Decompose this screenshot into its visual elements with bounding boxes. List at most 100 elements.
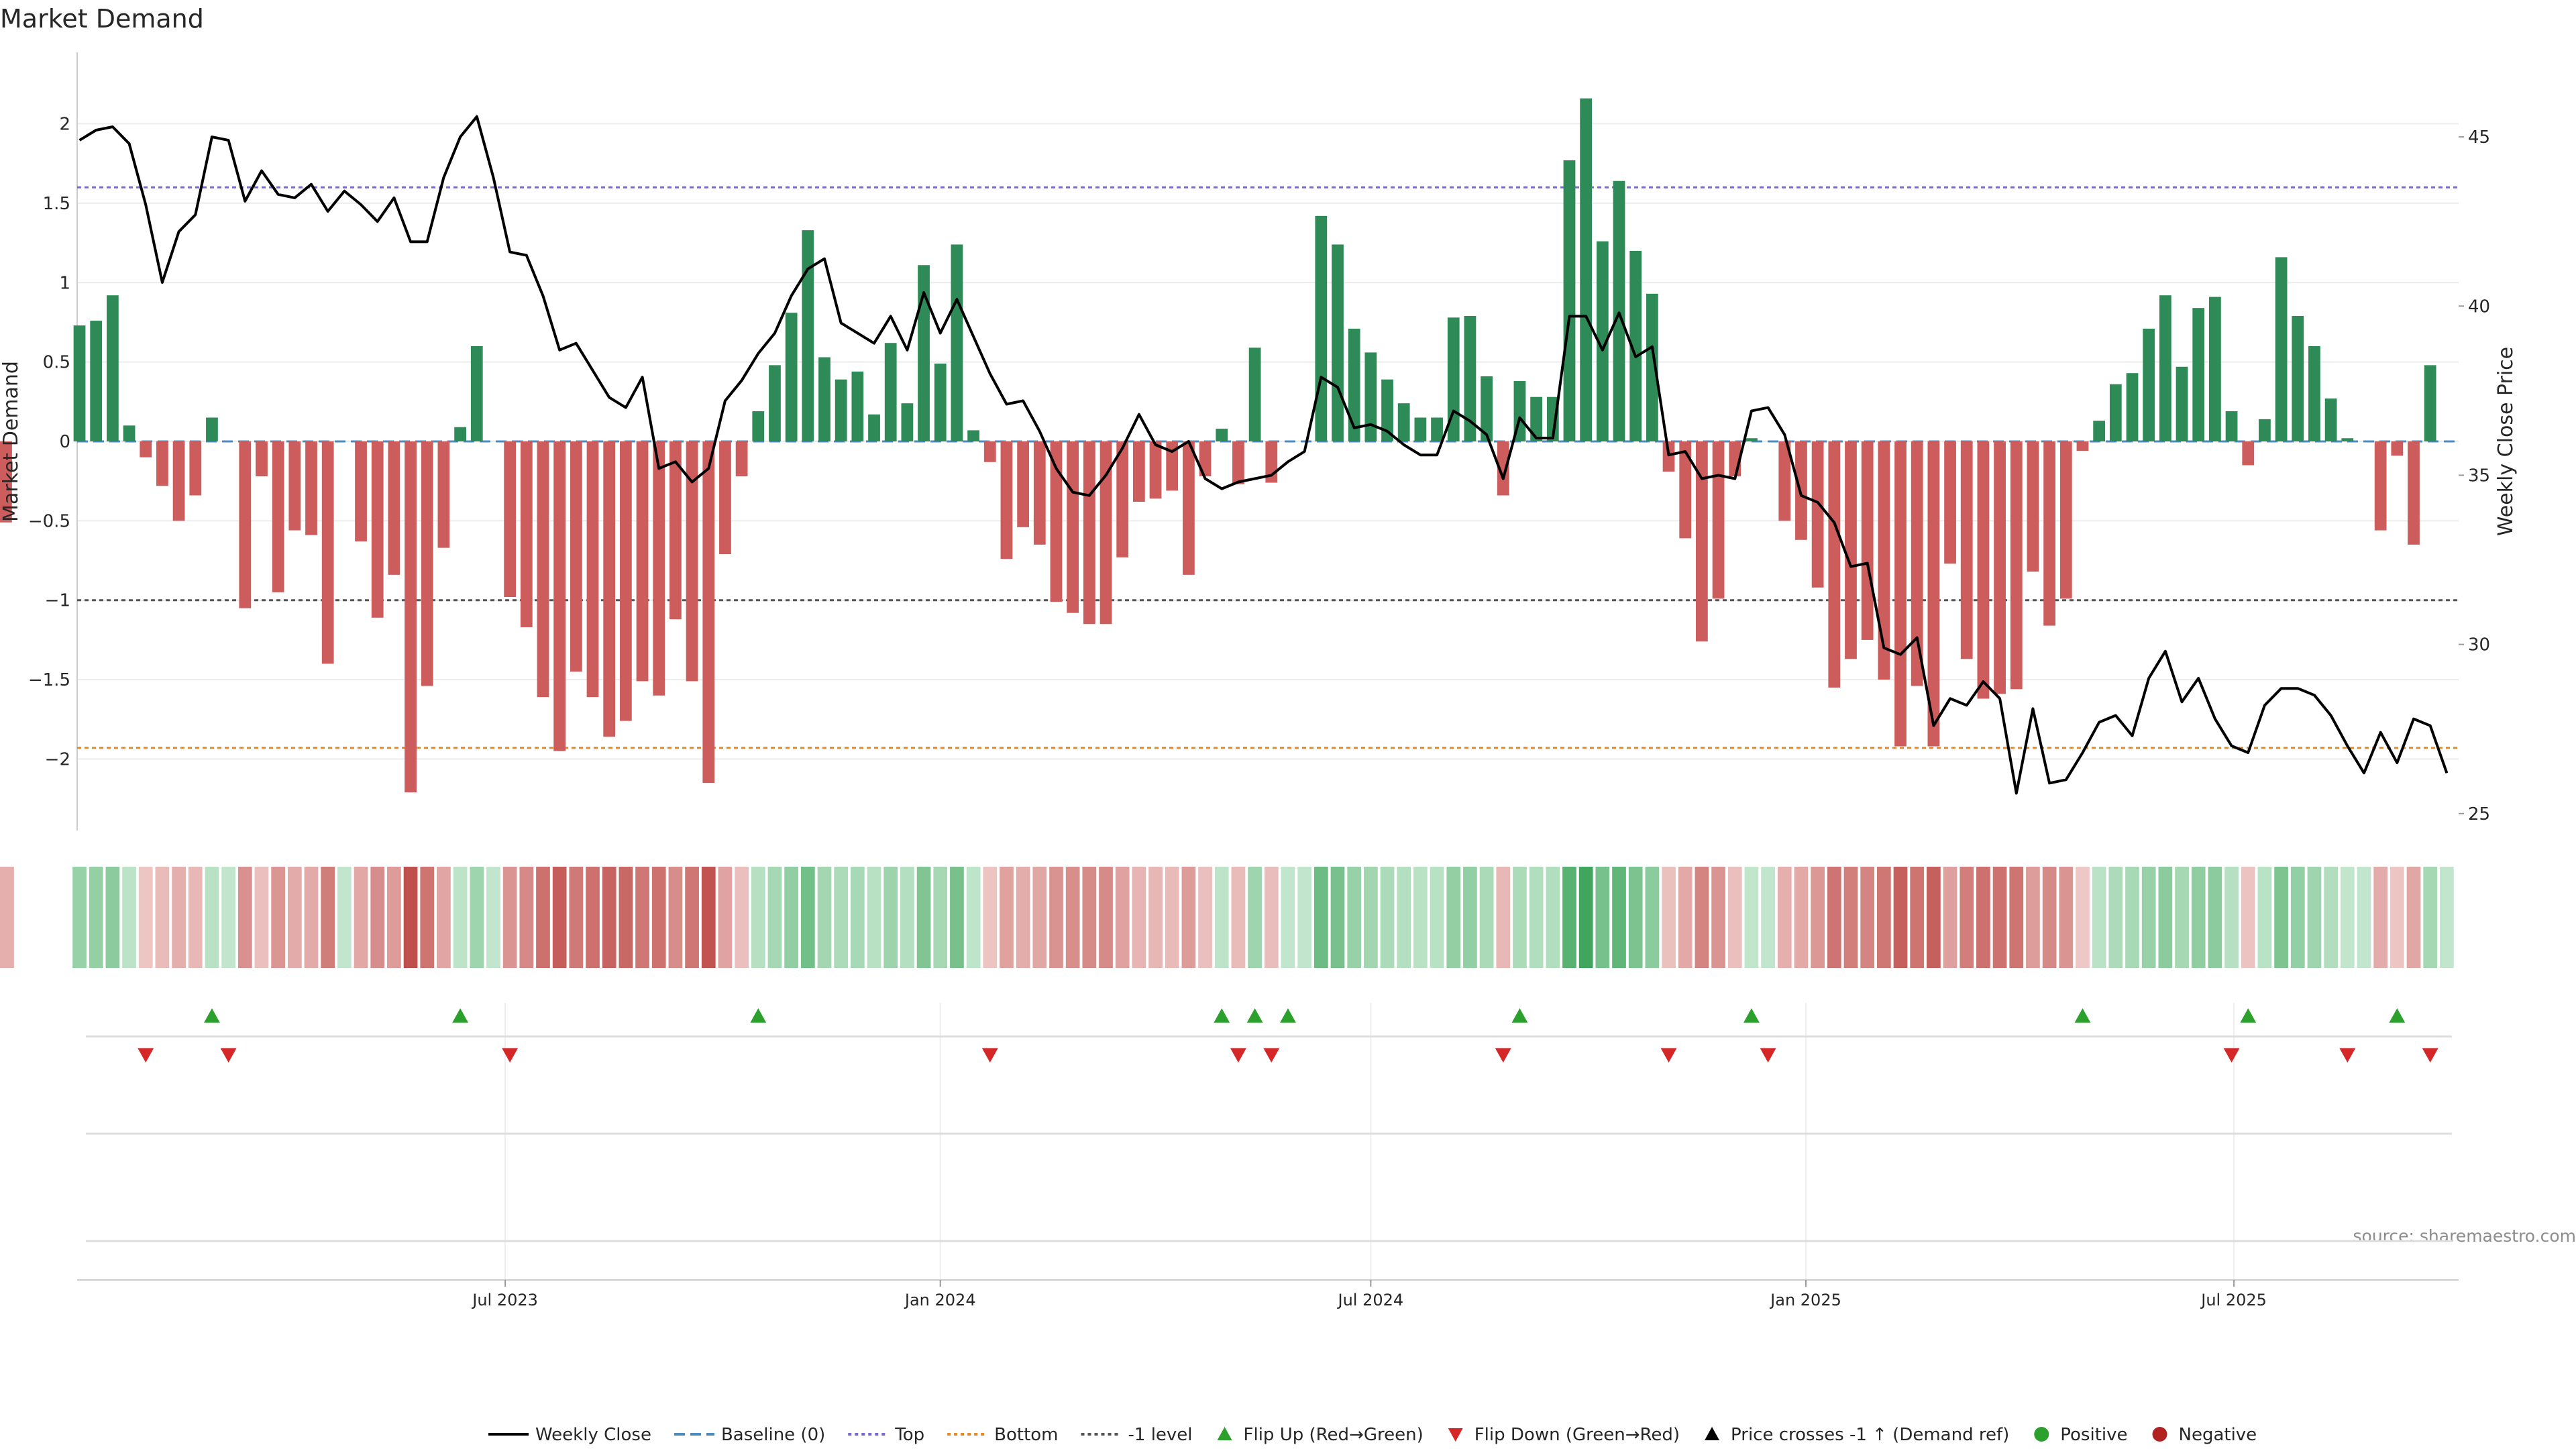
demand-bar (1149, 441, 1162, 499)
heat-cell (1992, 867, 2007, 968)
demand-bar (2209, 297, 2221, 441)
demand-bar (2143, 328, 2155, 441)
heat-cell (2092, 867, 2106, 968)
heat-cell (685, 867, 699, 968)
legend-swatch (1217, 1427, 1232, 1440)
legend-label: -1 level (1128, 1425, 1193, 1445)
demand-bar (851, 371, 864, 441)
flip-up-marker (2389, 1008, 2406, 1023)
legend-label: Baseline (0) (721, 1425, 825, 1445)
demand-bar (2341, 438, 2354, 441)
heat-cell (1744, 867, 1759, 968)
demand-bar (2225, 411, 2238, 441)
demand-bar (1348, 328, 1360, 441)
demand-bar (1216, 429, 1228, 441)
heat-cell (304, 867, 319, 968)
y-tick-label: 0 (59, 432, 70, 452)
demand-bar (719, 441, 731, 555)
demand-bar (619, 441, 632, 721)
demand-bar (0, 441, 12, 523)
demand-bar (1629, 250, 1642, 441)
demand-bar (1646, 293, 1658, 441)
demand-bar (1563, 160, 1576, 441)
heat-cell (966, 867, 981, 968)
demand-bar (769, 365, 781, 441)
heat-cell (1976, 867, 1990, 968)
y2-tick-label: 35 (2468, 466, 2490, 486)
demand-bar (1530, 396, 1543, 441)
heat-cell (437, 867, 451, 968)
demand-bar (735, 441, 748, 477)
demand-bar (1481, 376, 1493, 441)
legend-swatch (2034, 1427, 2049, 1442)
demand-bar (1894, 441, 1907, 747)
demand-bar (818, 357, 830, 441)
demand-bar (1861, 441, 1874, 640)
demand-bar (603, 441, 616, 737)
demand-bar (189, 441, 202, 496)
demand-bar (1811, 441, 1824, 588)
y-tick-label: −1 (45, 591, 70, 611)
heat-cell (1578, 867, 1593, 968)
demand-bar (553, 441, 566, 751)
heat-cell (817, 867, 832, 968)
demand-bar (1017, 441, 1030, 527)
legend-label: Weekly Close (535, 1425, 651, 1445)
heat-cell (2324, 867, 2338, 968)
heat-cell (205, 867, 219, 968)
heat-cell (2257, 867, 2272, 968)
flip-up-marker (1511, 1008, 1528, 1023)
demand-bar (835, 379, 847, 441)
heat-cell (1281, 867, 1295, 968)
heat-cell (1297, 867, 1312, 968)
heat-cell (983, 867, 998, 968)
heat-cell (1546, 867, 1560, 968)
demand-bar (388, 441, 400, 575)
flip-down-marker (1230, 1048, 1246, 1063)
demand-bar (1067, 441, 1079, 613)
heat-cell (867, 867, 881, 968)
heat-cell (2406, 867, 2421, 968)
heat-cell (668, 867, 683, 968)
heat-cell (254, 867, 269, 968)
heat-cell (337, 867, 352, 968)
demand-bar (1364, 352, 1377, 441)
flip-up-marker (1214, 1008, 1230, 1023)
y-tick-label: −0.5 (28, 511, 70, 531)
x-tick-label: Jan 2025 (1769, 1291, 1841, 1309)
demand-bar (1116, 441, 1129, 557)
legend: Weekly Close Baseline (0) Top Bottom -1 leve… (488, 1425, 2257, 1445)
y-tick-label: 0.5 (43, 353, 70, 373)
demand-bar (1613, 180, 1625, 441)
heat-cell (1479, 867, 1494, 968)
heat-cell (2059, 867, 2074, 968)
demand-bar (1911, 441, 1923, 686)
heat-cell (1695, 867, 1709, 968)
demand-bar (1315, 215, 1328, 441)
heat-cell (1347, 867, 1362, 968)
y-axis-label: Market Demand (0, 361, 23, 522)
heat-cell (519, 867, 534, 968)
heat-cell (2026, 867, 2040, 968)
heat-cell (188, 867, 203, 968)
demand-bar (636, 441, 649, 682)
heat-cell (420, 867, 435, 968)
heat-cell (1645, 867, 1660, 968)
heat-cell (2125, 867, 2139, 968)
heat-cell (635, 867, 649, 968)
y2-tick-label: 40 (2468, 297, 2490, 317)
demand-bar (140, 441, 152, 458)
demand-bar (802, 230, 814, 441)
legend-entry: Positive (2034, 1425, 2128, 1445)
heat-cell (701, 867, 716, 968)
flip-down-marker (1760, 1048, 1776, 1063)
heat-cell (1082, 867, 1097, 968)
heat-cell (1397, 867, 1411, 968)
heat-cell (0, 867, 14, 968)
flip-down-marker (220, 1048, 237, 1063)
heat-cell (1876, 867, 1891, 968)
legend-entry: Price crosses -1 ↑ (Demand ref) (1705, 1425, 2009, 1445)
demand-bars (0, 98, 2436, 793)
heat-cell (1330, 867, 1345, 968)
heat-cell (718, 867, 733, 968)
